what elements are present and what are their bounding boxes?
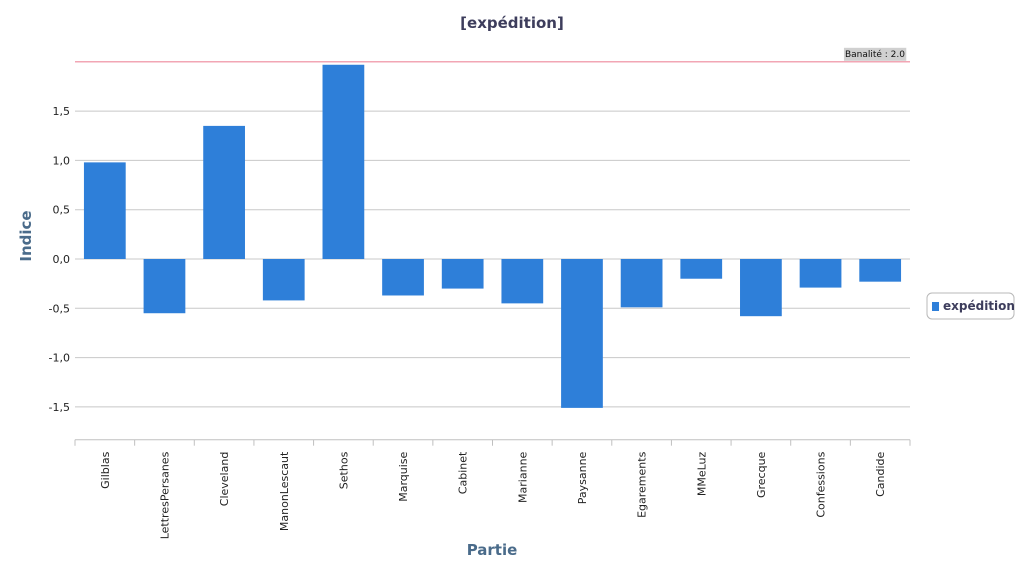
reference-line-label-bg bbox=[843, 47, 907, 61]
x-tick-label: Grecque bbox=[755, 451, 768, 498]
x-tick-label: Cabinet bbox=[457, 451, 470, 494]
legend-box bbox=[926, 292, 1015, 320]
y-tick-label: 0,0 bbox=[53, 253, 71, 266]
bar-confessions[interactable] bbox=[799, 259, 842, 288]
x-tick-label: Egarements bbox=[636, 451, 649, 517]
bar-gilblas[interactable] bbox=[83, 162, 126, 259]
x-tick-label: Cleveland bbox=[218, 452, 231, 507]
bar-sethos[interactable] bbox=[322, 64, 365, 260]
x-tick-label: Candide bbox=[874, 451, 887, 496]
bar-candide[interactable] bbox=[859, 259, 902, 282]
y-tick-label: -0,5 bbox=[49, 302, 70, 315]
y-tick-label: 1,5 bbox=[53, 105, 71, 118]
reference-line-group: Banalité : 2.0 bbox=[75, 47, 910, 63]
bar-cleveland[interactable] bbox=[203, 125, 245, 259]
x-tick-label: Confessions bbox=[815, 451, 828, 517]
bar-cabinet[interactable] bbox=[441, 259, 484, 289]
y-tick-label: -1,5 bbox=[49, 401, 70, 414]
bar-lettrespersanes[interactable] bbox=[143, 259, 186, 314]
bar-marquise[interactable] bbox=[382, 259, 424, 296]
x-tick-label: LettresPersanes bbox=[158, 451, 171, 539]
axes-group: -1,5 -1,0 -0,5 0,0 0,5 1,0 1,5 Gilblas LettresPe… bbox=[49, 105, 911, 539]
bar-egarements[interactable] bbox=[620, 259, 663, 308]
x-tick-label: Gilblas bbox=[99, 451, 112, 488]
legend[interactable]: expédition bbox=[926, 292, 1015, 320]
grid-layer bbox=[75, 110, 910, 408]
bar-grecque[interactable] bbox=[740, 259, 782, 317]
x-tick-label: ManonLescaut bbox=[278, 451, 291, 531]
y-axis-title: Indice bbox=[17, 210, 35, 261]
x-tick-label: Sethos bbox=[337, 451, 350, 489]
y-tick-label: 1,0 bbox=[53, 154, 71, 167]
bar-paysanne[interactable] bbox=[561, 259, 603, 408]
legend-label-expedition: expédition bbox=[943, 299, 1015, 313]
legend-swatch bbox=[932, 302, 939, 311]
x-tick-label: Marianne bbox=[516, 451, 529, 502]
y-tick-label: 0,5 bbox=[53, 204, 71, 217]
x-tick-label: Marquise bbox=[397, 451, 410, 501]
x-tick-label: Paysanne bbox=[576, 451, 589, 504]
x-axis-title: Partie bbox=[467, 541, 518, 559]
bar-mmeluz[interactable] bbox=[680, 259, 723, 279]
reference-line-label: Banalité : 2.0 bbox=[845, 49, 905, 60]
bar-marianne[interactable] bbox=[501, 259, 544, 304]
bars-group bbox=[83, 64, 902, 408]
x-tick-label: MMeLuz bbox=[695, 451, 708, 496]
chart-title: [expédition] bbox=[460, 14, 564, 32]
y-tick-label: -1,0 bbox=[49, 352, 70, 365]
bar-manonlescaut[interactable] bbox=[262, 259, 305, 301]
